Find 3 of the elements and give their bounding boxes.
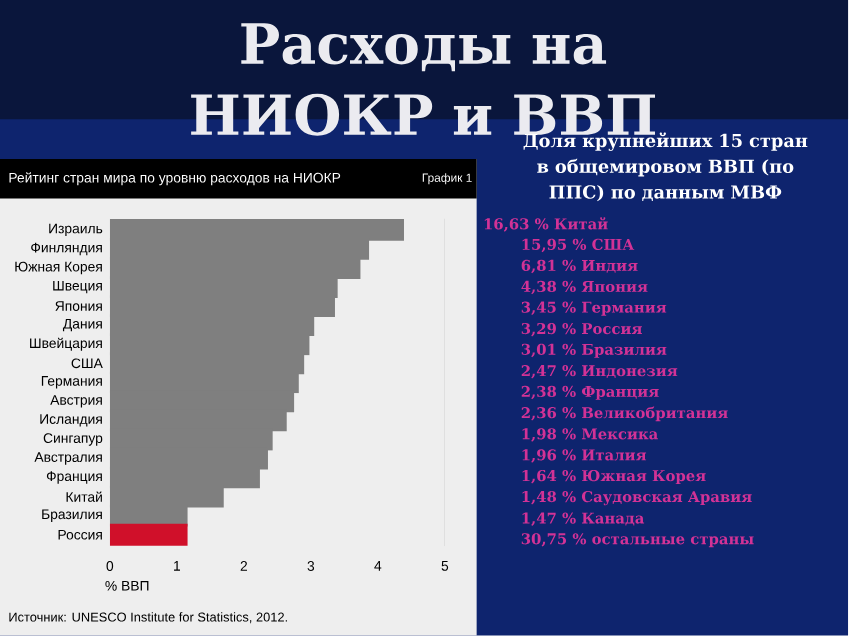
chart-title: Расходы на НИОКР и ВВП (191, 23, 656, 136)
bar (109, 524, 188, 546)
text: Доля крупнейших 15 стран в общемировом ВВП (по ППС) по данным МВФ (523, 132, 808, 202)
